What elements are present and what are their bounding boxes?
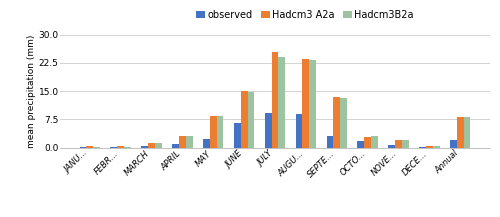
Bar [86,146,93,148]
Bar [203,139,210,148]
Bar [340,98,347,148]
Bar [110,147,117,148]
Bar [155,143,162,148]
Bar [234,123,240,148]
Bar [402,140,408,148]
Bar [216,116,224,148]
Bar [148,143,155,148]
Bar [186,136,192,148]
Bar [457,117,464,148]
Bar [172,144,179,148]
Bar [296,114,302,148]
Bar [426,146,433,148]
Bar [117,146,124,148]
Bar [93,147,100,148]
Y-axis label: mean precipitation (mm): mean precipitation (mm) [26,35,36,148]
Bar [179,136,186,148]
Bar [419,147,426,148]
Bar [210,116,216,148]
Bar [364,137,371,148]
Bar [395,140,402,148]
Bar [124,147,131,148]
Bar [433,146,440,148]
Bar [326,136,334,148]
Legend: observed, Hadcm3 A2a, Hadcm3B2a: observed, Hadcm3 A2a, Hadcm3B2a [192,6,418,23]
Bar [248,92,254,148]
Bar [272,52,278,148]
Bar [142,146,148,148]
Bar [388,145,395,148]
Bar [302,59,310,148]
Bar [310,60,316,148]
Bar [265,113,272,148]
Bar [80,147,86,148]
Bar [371,136,378,148]
Bar [334,97,340,148]
Bar [464,117,470,148]
Bar [240,91,248,148]
Bar [450,140,457,148]
Bar [278,57,285,148]
Bar [358,141,364,148]
